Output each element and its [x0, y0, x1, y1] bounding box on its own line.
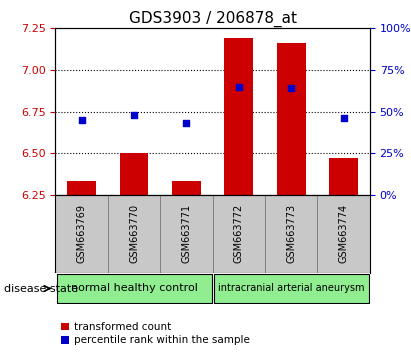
Legend: transformed count, percentile rank within the sample: transformed count, percentile rank withi…	[61, 322, 250, 345]
Text: disease state: disease state	[4, 284, 78, 293]
Text: GSM663771: GSM663771	[182, 204, 192, 263]
Point	[340, 115, 347, 121]
Text: GSM663772: GSM663772	[234, 204, 244, 263]
Bar	[120, 153, 148, 195]
Text: GSM663773: GSM663773	[286, 204, 296, 263]
Text: GSM663770: GSM663770	[129, 204, 139, 263]
Bar	[329, 158, 358, 195]
Bar	[277, 43, 306, 195]
Point	[79, 117, 85, 122]
Text: normal healthy control: normal healthy control	[71, 283, 198, 293]
Text: GSM663769: GSM663769	[77, 204, 87, 263]
Bar	[67, 181, 96, 195]
Point	[131, 112, 137, 118]
Title: GDS3903 / 206878_at: GDS3903 / 206878_at	[129, 11, 297, 27]
Text: GSM663774: GSM663774	[339, 204, 349, 263]
Bar	[172, 181, 201, 195]
Text: intracranial arterial aneurysm: intracranial arterial aneurysm	[218, 283, 365, 293]
Bar	[214, 274, 369, 303]
Bar	[224, 38, 253, 195]
Point	[236, 84, 242, 89]
Point	[183, 120, 190, 126]
Point	[288, 85, 295, 91]
Bar	[57, 274, 212, 303]
